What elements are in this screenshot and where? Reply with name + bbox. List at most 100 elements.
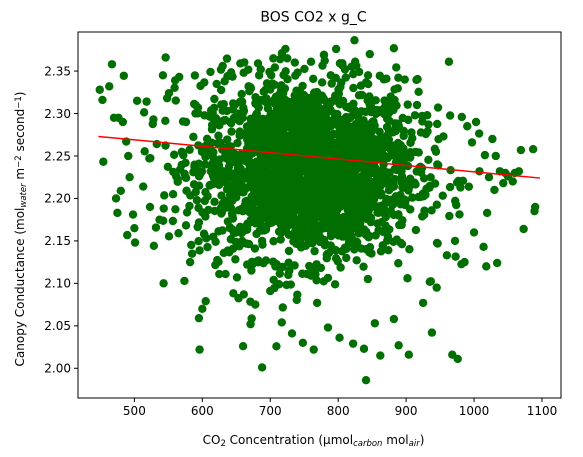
data-point <box>160 191 169 200</box>
data-point <box>452 200 461 210</box>
data-point <box>427 206 436 215</box>
data-point <box>175 72 184 82</box>
data-point <box>245 169 254 178</box>
data-point <box>221 115 230 125</box>
data-point <box>482 208 492 218</box>
data-point <box>114 113 123 122</box>
data-point <box>309 89 319 98</box>
data-point <box>349 135 358 145</box>
data-point <box>181 221 191 230</box>
data-point <box>311 211 320 221</box>
data-point <box>463 122 472 131</box>
data-point <box>158 71 168 80</box>
data-point <box>488 134 497 144</box>
data-point <box>312 260 321 269</box>
data-point <box>432 200 442 209</box>
data-point <box>311 233 321 242</box>
data-point <box>408 134 417 143</box>
data-point <box>312 186 321 196</box>
data-point <box>378 241 387 250</box>
data-point <box>323 170 332 180</box>
data-point <box>194 313 204 323</box>
data-point <box>203 192 212 201</box>
data-point <box>216 85 226 95</box>
data-point <box>276 235 285 244</box>
data-point <box>290 58 300 67</box>
y-tick-label: 2.25 <box>44 149 71 163</box>
data-point <box>98 95 107 105</box>
data-point <box>336 82 345 91</box>
data-point <box>228 225 237 234</box>
data-point <box>222 185 232 194</box>
data-point <box>499 178 508 188</box>
data-point <box>431 147 441 156</box>
data-point <box>259 87 268 96</box>
data-point <box>424 155 433 165</box>
data-point <box>433 103 443 112</box>
data-point <box>113 208 122 218</box>
data-point <box>185 257 195 267</box>
data-point <box>345 150 354 159</box>
data-point <box>341 73 351 82</box>
data-point <box>412 100 422 110</box>
data-point <box>270 283 279 293</box>
data-point <box>398 177 407 186</box>
data-point <box>319 235 329 244</box>
data-point <box>231 174 240 183</box>
data-point <box>458 176 468 185</box>
data-point <box>302 269 312 279</box>
data-point <box>293 68 302 77</box>
data-point <box>222 106 232 116</box>
data-point <box>272 123 282 133</box>
data-point <box>189 180 199 189</box>
data-point <box>272 342 281 351</box>
data-point <box>455 210 464 219</box>
data-point <box>358 207 368 217</box>
data-point <box>270 99 280 109</box>
data-point <box>399 131 408 141</box>
data-point <box>482 262 491 271</box>
data-point <box>287 178 296 187</box>
data-point <box>305 131 315 141</box>
data-point <box>347 215 357 224</box>
data-point <box>221 172 230 181</box>
data-point <box>190 71 200 80</box>
data-point <box>403 274 412 283</box>
data-point <box>123 230 132 240</box>
data-point <box>275 263 284 272</box>
data-point <box>248 160 257 169</box>
data-point <box>214 118 223 128</box>
data-point <box>464 182 474 191</box>
data-point <box>245 86 254 96</box>
data-point <box>484 173 494 182</box>
data-point <box>335 97 345 106</box>
data-point <box>393 84 402 93</box>
data-point <box>373 148 382 157</box>
data-point <box>309 74 318 84</box>
data-point <box>270 149 279 159</box>
data-point <box>334 172 343 181</box>
x-axis: 500 600 700 800 900 1000 1100 <box>123 398 557 418</box>
data-point <box>379 151 389 160</box>
data-point <box>418 212 427 221</box>
y-axis-label: Canopy Conductance (molwater m−2 second−… <box>13 92 29 367</box>
data-point <box>169 150 179 159</box>
data-point <box>220 77 229 86</box>
data-point <box>130 223 139 233</box>
data-point <box>361 107 370 117</box>
data-point <box>424 120 433 129</box>
data-point <box>163 162 173 172</box>
data-point <box>283 102 293 112</box>
data-point <box>403 153 412 162</box>
data-point <box>124 151 133 161</box>
data-point <box>192 196 202 205</box>
data-point <box>384 245 393 255</box>
data-point <box>306 57 316 66</box>
data-point <box>300 64 309 74</box>
data-point <box>434 161 443 170</box>
data-point <box>140 147 149 156</box>
y-tick-label: 2.35 <box>44 64 71 78</box>
data-point <box>312 298 322 308</box>
data-point <box>231 255 240 264</box>
data-point <box>253 115 263 125</box>
